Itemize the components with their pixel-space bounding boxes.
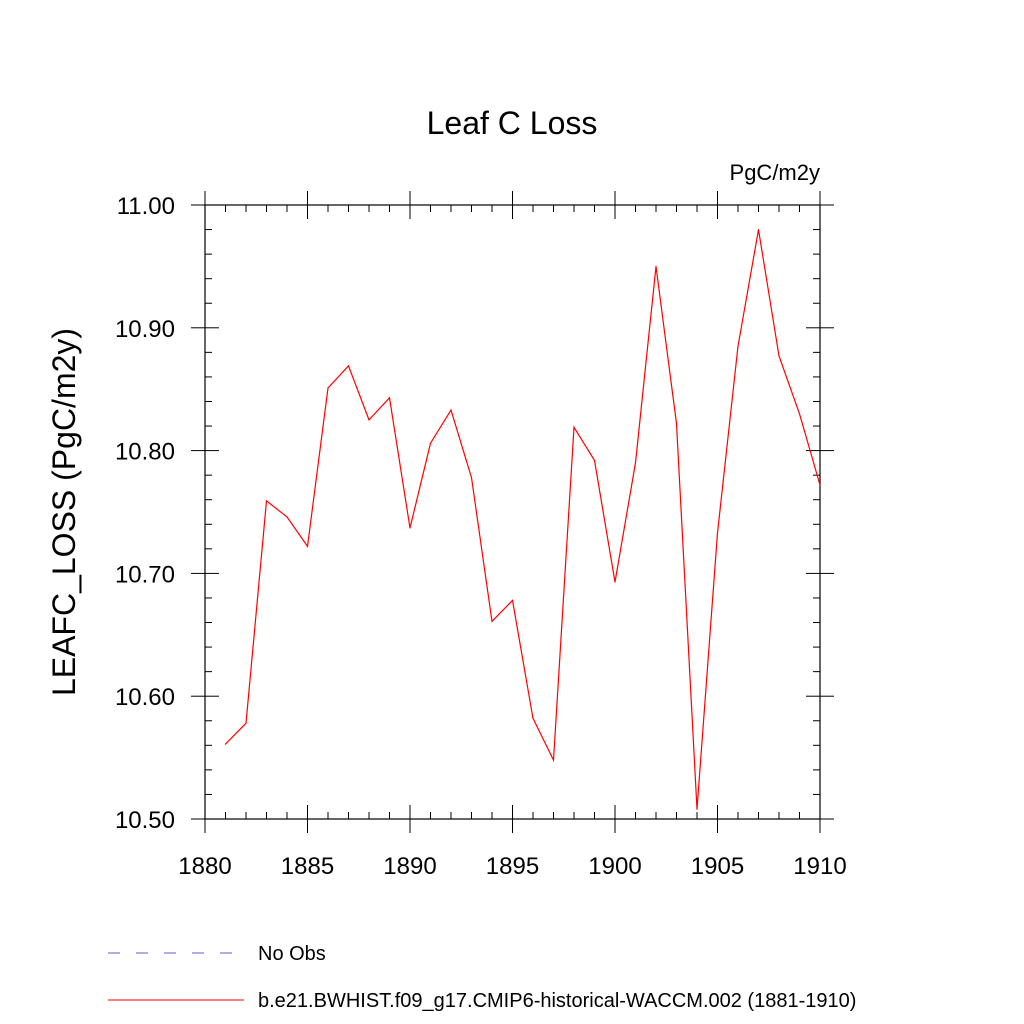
data-point (388, 397, 391, 399)
data-point (327, 387, 329, 389)
data-point (634, 462, 637, 464)
data-point (532, 717, 534, 719)
units-label: PgC/m2y (730, 160, 820, 185)
data-point (614, 581, 616, 583)
data-point (347, 365, 350, 367)
data-point (306, 545, 309, 547)
data-point (573, 426, 575, 428)
x-tick-label: 1895 (486, 853, 539, 880)
legend-label: b.e21.BWHIST.f09_g17.CMIP6-historical-WA… (258, 990, 856, 1012)
x-tick-label: 1910 (793, 853, 846, 880)
data-point (798, 413, 801, 415)
x-tick-label: 1880 (178, 853, 231, 880)
data-point (675, 422, 678, 425)
y-tick-label: 10.80 (115, 439, 175, 466)
series-line (225, 229, 821, 810)
y-tick-label: 11.00 (117, 193, 175, 220)
data-point (593, 459, 596, 462)
data-point (409, 527, 411, 529)
data-point (429, 442, 432, 444)
data-point (716, 532, 719, 534)
data-point (470, 477, 473, 479)
data-point (511, 599, 514, 602)
data-point (224, 743, 227, 745)
y-tick-label: 10.90 (115, 316, 175, 343)
data-point (450, 409, 452, 411)
data-point (245, 722, 247, 724)
data-point (655, 265, 657, 267)
data-point (737, 345, 739, 347)
data-point (778, 355, 780, 357)
data-point (552, 759, 555, 761)
legend-label: No Obs (258, 943, 326, 965)
data-point (757, 228, 760, 231)
data-point (491, 620, 493, 622)
legend: No Obs b.e21.BWHIST.f09_g17.CMIP6-histori… (108, 943, 856, 1012)
data-point (819, 484, 821, 486)
plot-frame (204, 204, 821, 820)
x-tick-label: 1905 (691, 853, 744, 880)
y-tick-label: 10.70 (115, 561, 175, 588)
x-tick-label: 1885 (281, 853, 334, 880)
data-point (696, 808, 698, 810)
chart-title: Leaf C Loss (427, 105, 598, 141)
series-group (224, 228, 821, 810)
axes-group: 1880 1885 1890 1895 1900 1905 1910 10.50 10.60 10… (115, 191, 847, 880)
x-tick-label: 1900 (588, 853, 641, 880)
data-point (265, 500, 268, 502)
data-point (286, 516, 288, 518)
y-tick-label: 10.60 (115, 684, 175, 711)
y-axis-label: LEAFC_LOSS (PgC/m2y) (46, 328, 82, 696)
x-tick-label: 1890 (383, 853, 436, 880)
y-tick-label: 10.50 (115, 807, 175, 834)
data-point (368, 419, 370, 421)
